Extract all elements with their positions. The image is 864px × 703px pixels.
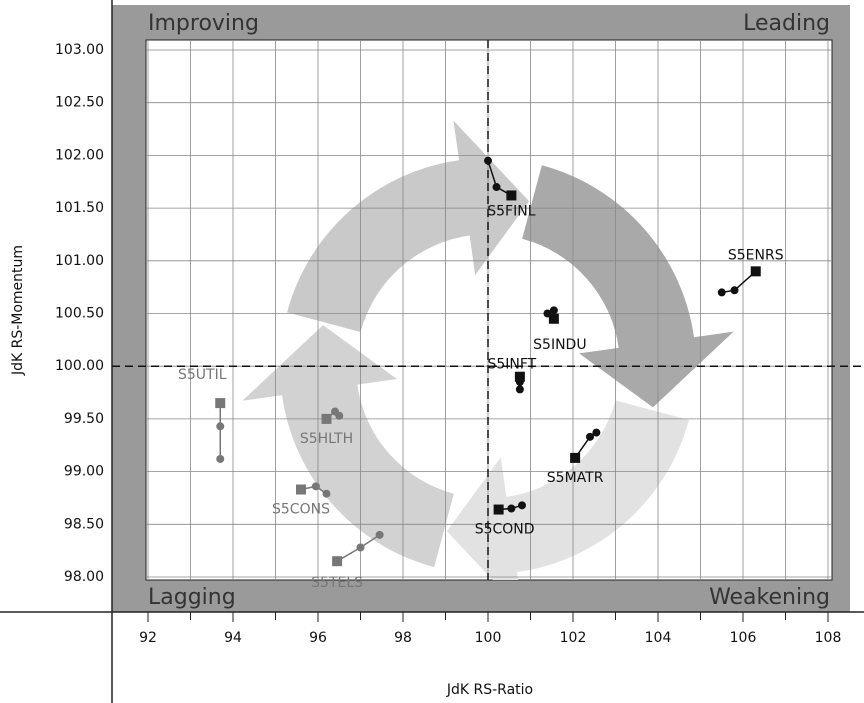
trail-point — [484, 156, 492, 165]
trail-head — [321, 413, 332, 424]
y-tick-label: 99.50 — [64, 411, 104, 427]
trail-point — [730, 286, 739, 295]
trail-point — [311, 482, 320, 491]
trail-point — [216, 422, 225, 431]
y-tick-label: 101.00 — [55, 253, 104, 269]
y-tick-label: 98.50 — [64, 516, 104, 532]
y-tick-label: 100.00 — [55, 358, 104, 374]
x-tick-label: 102 — [560, 630, 587, 646]
trail-point — [586, 432, 594, 441]
series-label: S5FINL — [487, 203, 535, 219]
trail-head — [296, 484, 306, 495]
trail-head — [570, 452, 581, 463]
trail-point — [331, 407, 339, 416]
y-tick-label: 102.50 — [55, 95, 104, 111]
x-tick-label: 98 — [394, 630, 412, 646]
rotation-arrows — [242, 120, 734, 580]
y-tick-label: 101.50 — [55, 200, 104, 216]
trail-head — [548, 313, 559, 324]
trail-point — [322, 489, 331, 498]
trail-head — [514, 371, 525, 382]
trail-point — [507, 504, 516, 513]
y-tick-label: 98.00 — [64, 569, 104, 585]
y-tick-label: 99.00 — [64, 464, 104, 480]
x-tick-label: 92 — [139, 630, 157, 646]
trail-point — [375, 530, 384, 539]
series-label: S5INFT — [487, 357, 536, 373]
series-label: S5TELS — [311, 575, 363, 591]
trail-point — [549, 306, 558, 315]
x-axis-label: JdK RS-Ratio — [446, 682, 533, 698]
trail-point — [356, 543, 365, 552]
series-label: S5ENRS — [728, 247, 784, 263]
series-label: S5UTIL — [178, 367, 227, 383]
series-label: S5COND — [475, 522, 535, 538]
x-tick-label: 96 — [309, 630, 327, 646]
grid — [146, 40, 832, 580]
trail-point — [216, 454, 225, 463]
rotation-arrow — [287, 120, 530, 333]
y-axis-label: JdK RS-Momentum — [10, 245, 26, 376]
series-label: S5HLTH — [300, 431, 353, 447]
trail-head — [493, 504, 504, 515]
quadrant-label: Weakening — [709, 585, 830, 610]
series-label: S5INDU — [533, 337, 586, 353]
rotation-arrow — [242, 325, 454, 568]
rotation-arrow — [446, 400, 689, 580]
trail-point — [492, 183, 501, 192]
quadrant-label: Leading — [743, 11, 830, 36]
series-label: S5CONS — [272, 502, 330, 518]
trail-point — [515, 385, 524, 394]
quadrant-label: Improving — [148, 11, 259, 36]
trail-head — [750, 266, 761, 277]
x-tick-label: 106 — [730, 630, 757, 646]
y-tick-label: 102.00 — [55, 147, 104, 163]
rotation-arrow — [522, 165, 734, 408]
trail-point — [518, 501, 526, 510]
x-tick-label: 104 — [645, 630, 672, 646]
trail-head — [215, 398, 226, 409]
x-tick-label: 100 — [475, 630, 502, 646]
quadrant-label: Lagging — [148, 585, 236, 610]
trail-point — [592, 428, 601, 437]
x-tick-label: 108 — [815, 630, 842, 646]
y-tick-label: 100.50 — [55, 306, 104, 322]
x-tick-label: 94 — [224, 630, 242, 646]
series-label: S5MATR — [547, 470, 604, 486]
trail-head — [506, 190, 517, 201]
y-tick-label: 103.00 — [55, 42, 104, 58]
trail-head — [332, 556, 343, 567]
trail-point — [717, 288, 726, 297]
